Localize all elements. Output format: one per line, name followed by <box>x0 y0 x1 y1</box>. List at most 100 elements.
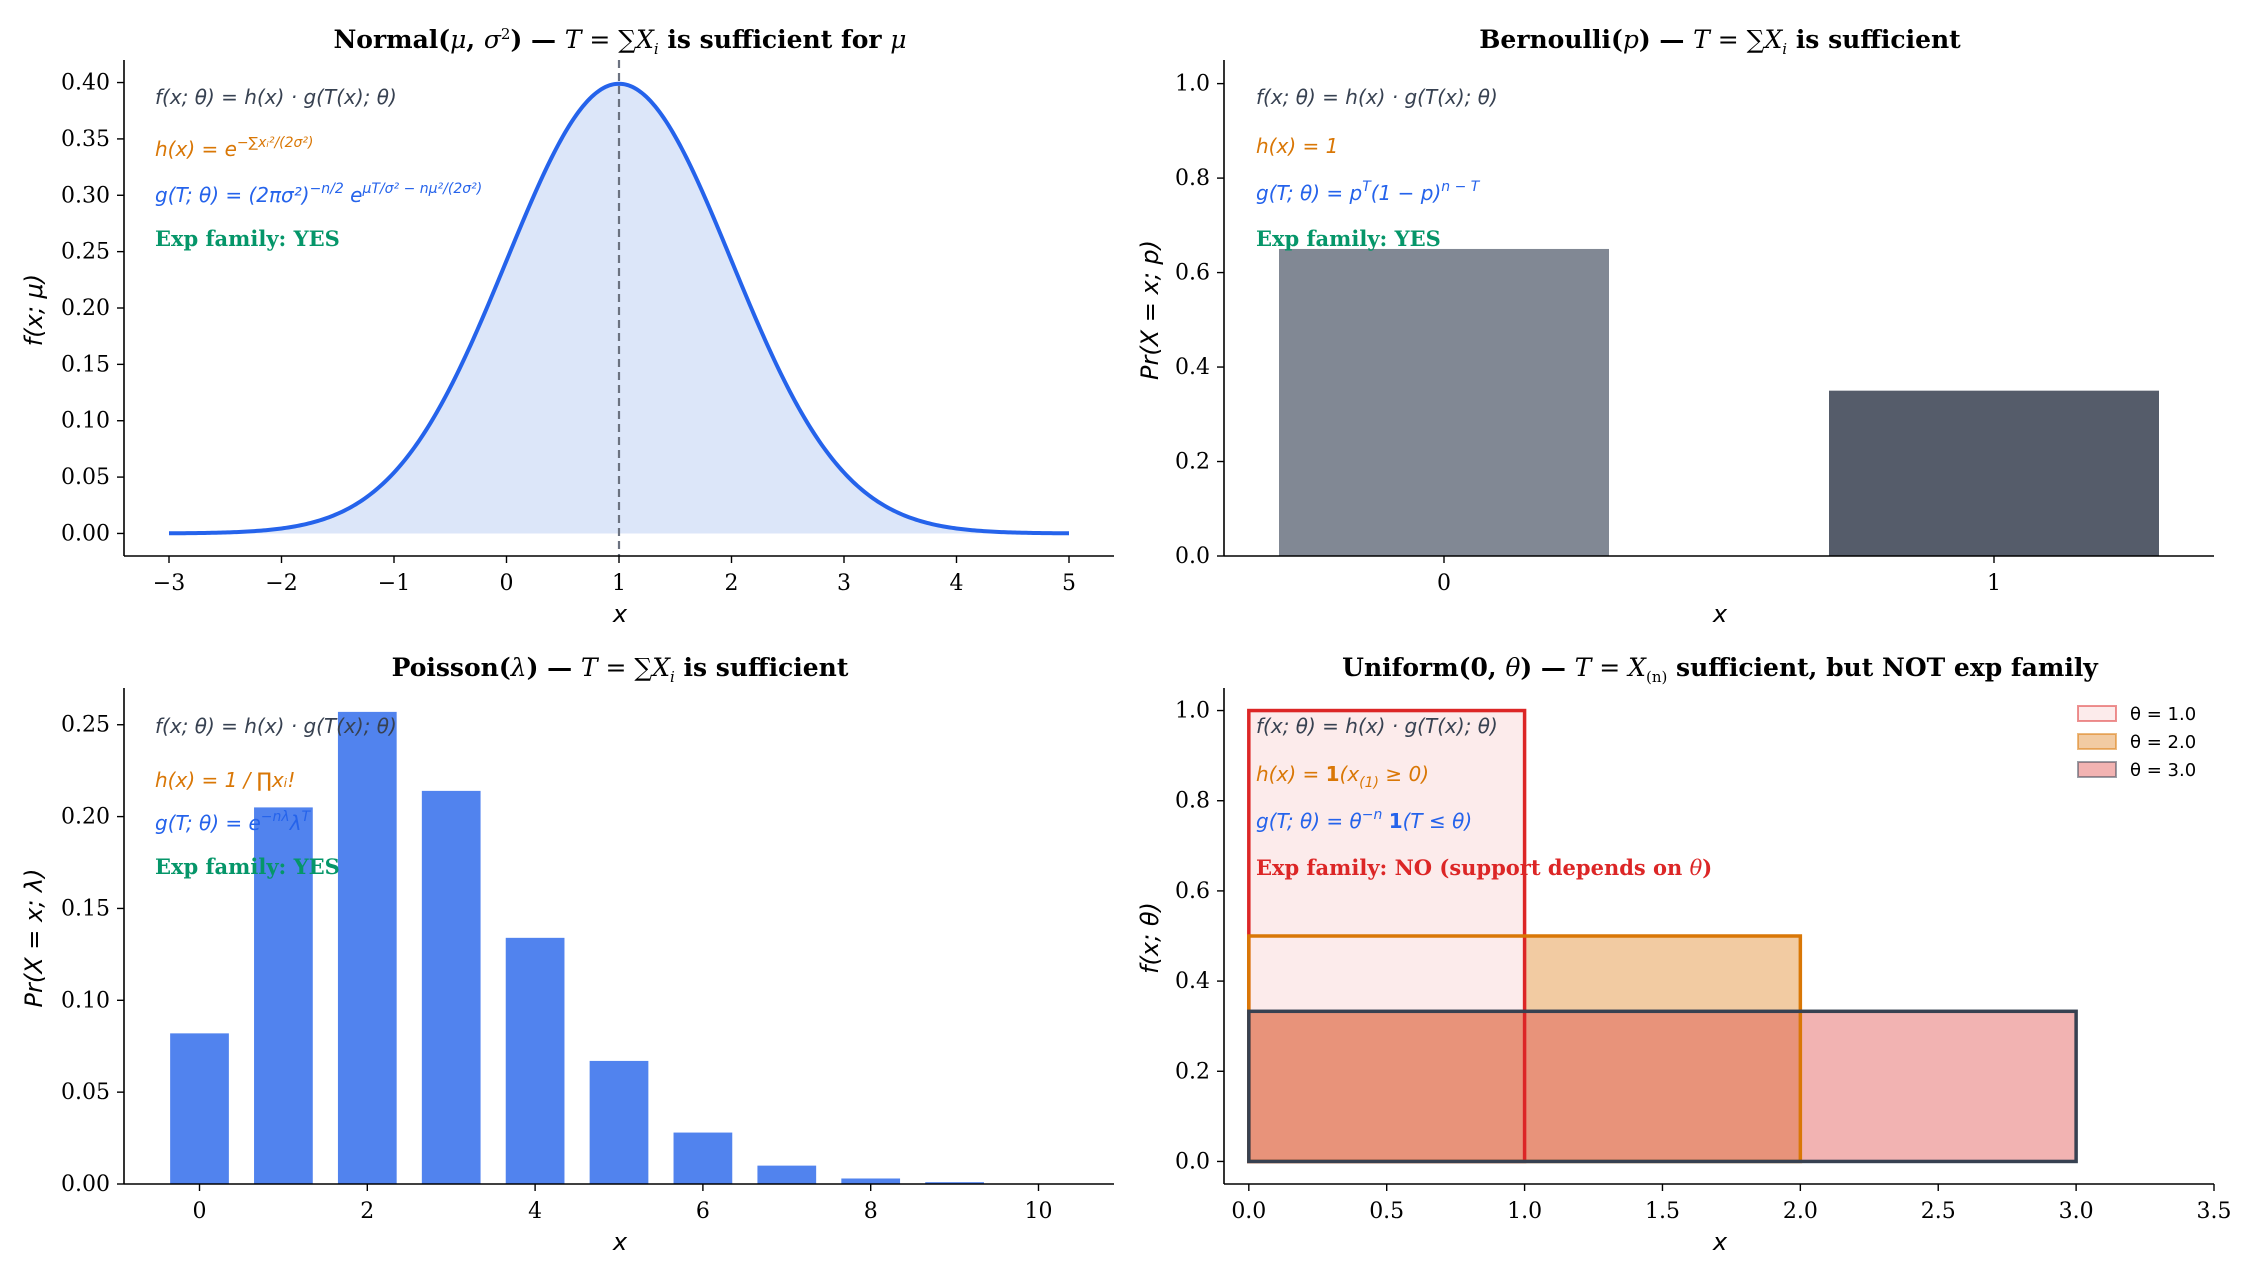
normal-x-tick-label: −1 <box>378 571 410 596</box>
normal-y-tick-label: 0.40 <box>61 71 110 96</box>
poisson-exp-family-text: Exp family: YES <box>155 854 340 879</box>
normal-axes: −3 −2 −1 0 1 2 3 4 5 0.00 0.05 0.10 0.15 0.20 0.25 0.30… <box>61 60 1114 596</box>
uniform-axes: 0.0 0.5 1.0 1.5 2.0 2.5 3.0 3.5 0.0 0.2 0.4 0.6 0.8 1… <box>1175 688 2232 1224</box>
bernoulli-x-tick-label: 0 <box>1437 571 1451 596</box>
poisson-y-tick-label: 0.15 <box>61 896 110 921</box>
uniform-x-tick-label: 3.5 <box>2197 1199 2232 1224</box>
poisson-bar-6 <box>673 1132 733 1184</box>
poisson-bar-3 <box>421 790 481 1184</box>
normal-y-tick-label: 0.15 <box>61 352 110 377</box>
uniform-x-tick-label: 3.0 <box>2059 1199 2094 1224</box>
uniform-panel: Uniform(0, θ) — T = X(n) sufficient, but… <box>1136 653 2232 1256</box>
normal-y-tick-label: 0.35 <box>61 127 110 152</box>
poisson-axes: 0 2 4 6 8 10 0.00 0.05 0.10 0.15 0.20 0.25 <box>61 688 1114 1224</box>
normal-y-tick-label: 0.10 <box>61 409 110 434</box>
uniform-y-tick-label: 0.2 <box>1175 1059 1210 1084</box>
normal-y-tick-label: 0.00 <box>61 521 110 546</box>
poisson-h-text: h(x) = 1 / ∏xᵢ! <box>155 768 295 792</box>
bernoulli-panel: Bernoulli(p) — T = ∑Xi is sufficient 0 1 0… <box>1136 25 2214 628</box>
normal-x-tick-label: 5 <box>1062 571 1076 596</box>
normal-title: Normal(μ, σ2) — T = ∑Xi is sufficient fo… <box>333 25 906 58</box>
legend-swatch-theta-2 <box>2077 733 2117 750</box>
bernoulli-exp-family-text: Exp family: YES <box>1256 226 1441 251</box>
poisson-y-label: Pr(X = x; λ) <box>20 869 48 1008</box>
poisson-x-tick-label: 8 <box>864 1199 878 1224</box>
poisson-bar-5 <box>589 1060 649 1184</box>
bernoulli-y-tick-label: 0.2 <box>1175 450 1210 475</box>
normal-y-tick-label: 0.05 <box>61 465 110 490</box>
normal-y-tick-label: 0.25 <box>61 240 110 265</box>
normal-factorization-text: f(x; θ) = h(x) · g(T(x); θ) <box>155 85 397 109</box>
bernoulli-y-label: Pr(X = x; p) <box>1136 240 1164 380</box>
bernoulli-g-text: g(T; θ) = pT(1 − p)n − T <box>1256 179 1481 205</box>
normal-g-text: g(T; θ) = (2πσ²)−n/2 eμT/σ² − nμ²/(2σ²) <box>155 181 482 207</box>
uniform-x-label: x <box>1712 1228 1728 1256</box>
poisson-bar-4 <box>505 937 565 1184</box>
normal-x-tick-label: −2 <box>265 571 297 596</box>
normal-x-tick-label: 1 <box>612 571 626 596</box>
uniform-y-tick-label: 0.8 <box>1175 789 1210 814</box>
normal-y-label: f(x; μ) <box>20 274 48 346</box>
normal-x-tick-label: 3 <box>837 571 851 596</box>
poisson-y-tick-label: 0.25 <box>61 713 110 738</box>
uniform-exp-family-text: Exp family: NO (support depends on θ) <box>1256 855 1712 880</box>
poisson-bar-0 <box>170 1033 229 1184</box>
uniform-factorization-text: f(x; θ) = h(x) · g(T(x); θ) <box>1256 714 1498 738</box>
uniform-legend: θ = 1.0 θ = 2.0 θ = 3.0 <box>2077 704 2196 781</box>
normal-y-tick-label: 0.30 <box>61 183 110 208</box>
legend-label-theta-1: θ = 1.0 <box>2130 704 2196 725</box>
normal-x-label: x <box>612 600 628 628</box>
uniform-outline-theta-3 <box>1247 1009 2078 1164</box>
bernoulli-title: Bernoulli(p) — T = ∑Xi is sufficient <box>1479 25 1961 58</box>
poisson-bar-7 <box>757 1165 817 1184</box>
normal-annotations: f(x; θ) = h(x) · g(T(x); θ) h(x) = e−∑xᵢ… <box>155 85 482 251</box>
normal-y-tick-label: 0.20 <box>61 296 110 321</box>
poisson-factorization-text: f(x; θ) = h(x) · g(T(x); θ) <box>155 714 397 738</box>
bernoulli-x-tick-label: 1 <box>1987 571 2001 596</box>
normal-panel: Normal(μ, σ2) — T = ∑Xi is sufficient fo… <box>20 25 1114 628</box>
bernoulli-h-text: h(x) = 1 <box>1256 134 1338 158</box>
uniform-x-tick-label: 2.0 <box>1783 1199 1818 1224</box>
poisson-panel: Poisson(λ) — T = ∑Xi is sufficient 0 2 4 6 8… <box>20 653 1114 1256</box>
poisson-y-tick-label: 0.00 <box>61 1172 110 1197</box>
normal-x-tick-label: 0 <box>500 571 514 596</box>
bernoulli-x-label: x <box>1712 600 1728 628</box>
poisson-bar-8 <box>841 1178 901 1184</box>
poisson-x-tick-label: 0 <box>193 1199 207 1224</box>
normal-x-tick-label: −3 <box>153 571 185 596</box>
poisson-y-tick-label: 0.10 <box>61 988 110 1013</box>
poisson-bar-2 <box>337 711 397 1184</box>
bernoulli-annotations: f(x; θ) = h(x) · g(T(x); θ) h(x) = 1 g(T… <box>1256 85 1498 251</box>
bernoulli-bars <box>1279 248 2159 556</box>
legend-label-theta-3: θ = 3.0 <box>2130 760 2196 781</box>
uniform-x-tick-label: 0.0 <box>1231 1199 1266 1224</box>
uniform-x-tick-label: 1.0 <box>1507 1199 1542 1224</box>
uniform-title: Uniform(0, θ) — T = X(n) sufficient, but… <box>1342 653 2099 686</box>
poisson-y-tick-label: 0.20 <box>61 805 110 830</box>
poisson-x-label: x <box>612 1228 628 1256</box>
uniform-density-rects <box>1247 708 2078 1164</box>
bernoulli-y-tick-label: 0.8 <box>1175 166 1210 191</box>
normal-exp-family-text: Exp family: YES <box>155 226 340 251</box>
poisson-x-tick-label: 4 <box>528 1199 542 1224</box>
bernoulli-y-tick-label: 0.4 <box>1175 355 1210 380</box>
poisson-x-tick-label: 10 <box>1024 1199 1052 1224</box>
uniform-y-tick-label: 0.6 <box>1175 879 1210 904</box>
poisson-annotations: f(x; θ) = h(x) · g(T(x); θ) h(x) = 1 / ∏… <box>155 714 397 879</box>
uniform-x-tick-label: 0.5 <box>1369 1199 1404 1224</box>
poisson-title: Poisson(λ) — T = ∑Xi is sufficient <box>392 653 849 686</box>
legend-swatch-theta-1 <box>2077 705 2117 722</box>
uniform-y-tick-label: 0.4 <box>1175 969 1210 994</box>
bernoulli-bar-0 <box>1279 248 1609 556</box>
poisson-y-tick-label: 0.05 <box>61 1080 110 1105</box>
uniform-x-tick-label: 1.5 <box>1645 1199 1680 1224</box>
uniform-y-tick-label: 0.0 <box>1175 1149 1210 1174</box>
uniform-y-tick-label: 1.0 <box>1175 699 1210 724</box>
poisson-bar-1 <box>254 807 313 1184</box>
uniform-y-label: f(x; θ) <box>1136 902 1164 974</box>
normal-density-curve <box>168 81 1070 536</box>
legend-label-theta-2: θ = 2.0 <box>2130 732 2196 753</box>
normal-h-text: h(x) = e−∑xᵢ²/(2σ²) <box>155 135 314 161</box>
poisson-x-tick-label: 6 <box>696 1199 710 1224</box>
